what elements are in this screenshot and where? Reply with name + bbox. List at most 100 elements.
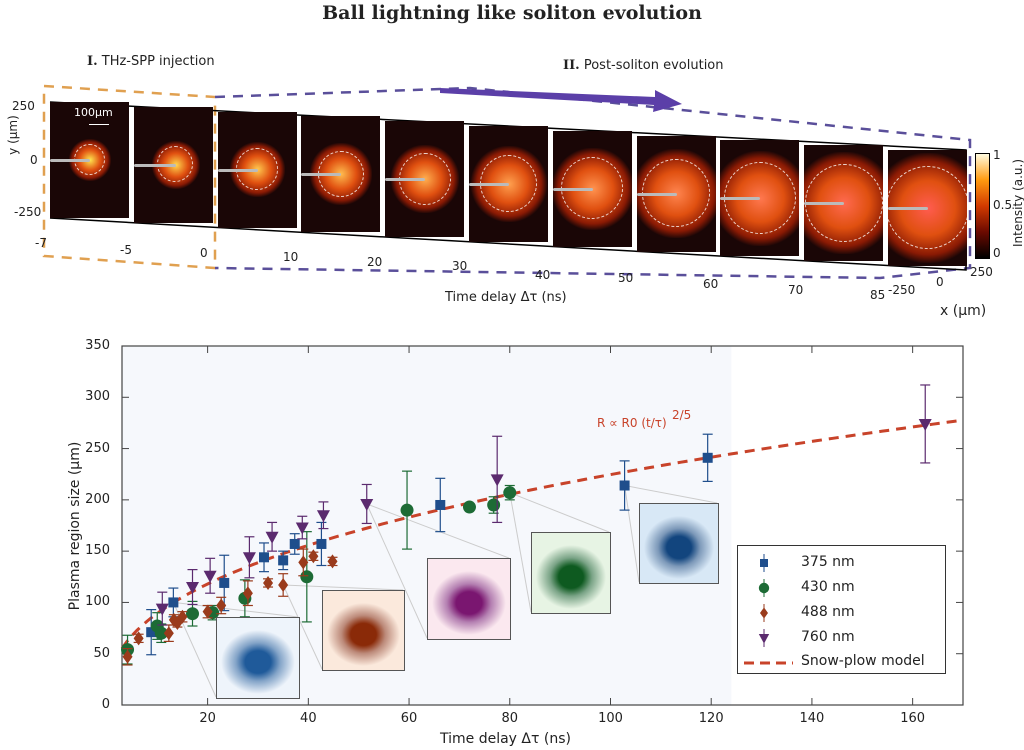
y-tick-label: 150	[85, 543, 110, 559]
data-point	[168, 597, 179, 608]
legend-label: Snow-plow model	[801, 653, 925, 669]
y-tick-label: 200	[85, 491, 110, 507]
image-slice	[385, 121, 465, 238]
x-tick-label: 80	[501, 711, 519, 726]
legend-marker	[758, 634, 770, 644]
series-430-nm	[121, 470, 517, 665]
data-point	[462, 500, 476, 514]
data-point	[203, 570, 217, 583]
model-annotation-exponent: 2/5	[672, 408, 692, 422]
inset-image	[216, 617, 300, 699]
inset-connector	[624, 485, 640, 583]
probe-needle	[133, 163, 176, 167]
y-tick: 250	[12, 99, 35, 113]
data-point	[186, 607, 200, 621]
y-tick-label: 350	[85, 338, 110, 353]
time-tick: 10	[283, 250, 299, 264]
data-point	[487, 498, 501, 512]
data-point	[278, 577, 289, 592]
scale-bar-label: 100μm	[74, 106, 113, 119]
time-tick: -5	[120, 243, 132, 257]
data-point	[490, 474, 504, 487]
probe-needle	[469, 183, 509, 186]
time-tick: 50	[618, 271, 634, 285]
x-tick-label: 60	[400, 711, 418, 726]
data-point	[327, 554, 338, 569]
legend: 375 nm 430 nm 488 nm 760 nm Snow-plow mo…	[737, 545, 946, 674]
data-point	[300, 570, 314, 584]
colorbar-tick: 0	[993, 246, 1001, 260]
data-point	[308, 549, 319, 564]
y-tick-label: 50	[93, 645, 110, 661]
data-point	[263, 575, 274, 590]
data-point	[918, 418, 932, 431]
stage2-label: II. Post-soliton evolution	[563, 58, 724, 73]
data-point	[619, 480, 630, 491]
colorbar-tick: 1	[993, 148, 1001, 162]
inset-connector	[366, 503, 510, 559]
x-tick-label: 100	[598, 711, 623, 726]
data-point	[202, 604, 213, 619]
legend-label: 430 nm	[801, 579, 855, 595]
stage1-label: I. THz-SPP injection	[87, 54, 215, 69]
x-tick-label: 40	[300, 711, 317, 726]
legend-label: 375 nm	[801, 554, 855, 570]
x-axis-label: Time delay Δτ (ns)	[440, 731, 571, 747]
time-tick: 85	[870, 288, 886, 302]
y-tick: 0	[30, 153, 38, 167]
data-point	[435, 499, 446, 510]
data-point	[400, 503, 414, 517]
data-point	[278, 555, 289, 566]
evolution-arrow	[440, 88, 682, 112]
colorbar	[975, 153, 990, 259]
image-slice	[720, 140, 800, 257]
x-tick: 0	[936, 275, 944, 289]
data-point	[122, 649, 133, 664]
time-tick: 60	[703, 277, 719, 291]
inset-connector	[282, 584, 323, 670]
probe-needle	[552, 187, 593, 191]
data-point	[146, 627, 157, 638]
data-point	[289, 538, 300, 549]
image-slice	[133, 106, 213, 223]
probe-needle	[888, 207, 928, 210]
data-point	[298, 555, 309, 570]
time-tick: 0	[200, 246, 208, 260]
inset-image	[427, 558, 511, 640]
dashed-circle	[888, 166, 967, 249]
data-point	[177, 609, 188, 624]
time-tick: 20	[367, 255, 383, 269]
y-tick-label: 100	[85, 594, 110, 610]
data-point	[133, 631, 144, 646]
scale-bar	[89, 124, 109, 125]
inset-connector	[509, 492, 610, 533]
x-axis-label: x (μm)	[940, 303, 987, 319]
x-tick: -250	[888, 283, 916, 297]
series-760-nm	[155, 384, 932, 626]
data-point	[186, 582, 200, 595]
data-point	[155, 603, 169, 616]
time-tick: 40	[535, 268, 551, 282]
inset-image	[639, 503, 719, 584]
legend-marker	[758, 582, 770, 594]
x-tick-label: 160	[900, 711, 926, 726]
probe-needle	[385, 178, 426, 182]
time-tick: -7	[35, 236, 47, 250]
time-tick: 70	[788, 283, 804, 297]
image-slice	[469, 126, 548, 242]
inset-connector	[366, 503, 428, 639]
data-point	[265, 531, 279, 544]
plot-frame	[121, 345, 964, 706]
x-tick: 250	[970, 265, 993, 279]
x-tick-label: 20	[199, 711, 216, 726]
probe-needle	[636, 192, 677, 196]
data-point	[163, 626, 174, 641]
legend-marker	[760, 607, 768, 619]
data-point	[503, 486, 517, 500]
inset-connector	[624, 485, 718, 504]
y-tick: -250	[14, 205, 42, 219]
y-tick-label: 300	[85, 389, 110, 405]
data-point	[242, 552, 256, 565]
data-point	[316, 510, 330, 523]
